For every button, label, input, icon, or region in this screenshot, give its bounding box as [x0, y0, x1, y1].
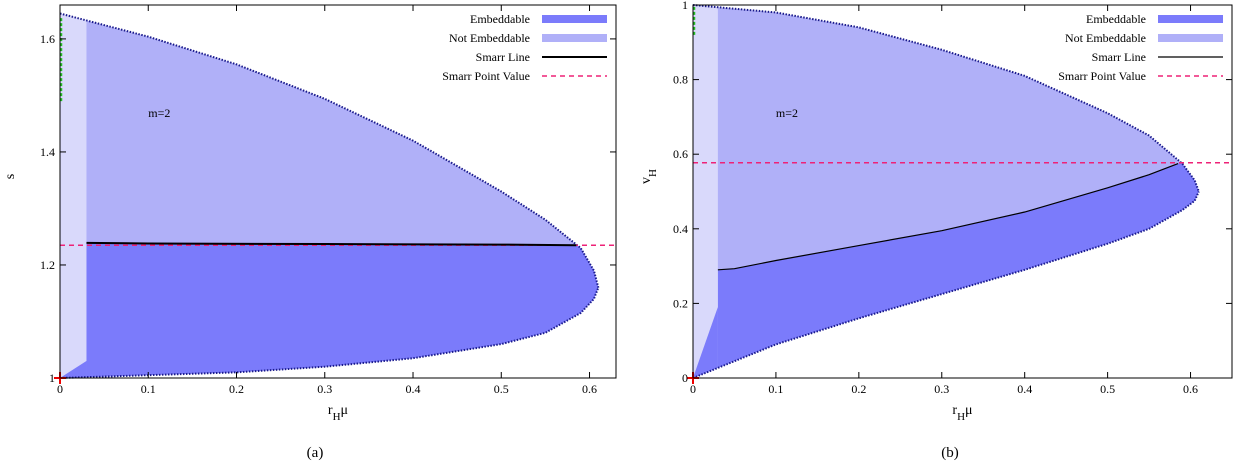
x-tick-label: 0.3 [934, 382, 949, 396]
y-axis-label: s [3, 174, 18, 179]
legend-swatch-not-embeddable [542, 34, 607, 42]
legend-label: Embeddable [1086, 12, 1146, 26]
upper-boundary-line [59, 12, 600, 288]
legend-label: Not Embeddable [1065, 31, 1146, 45]
y-tick-label: 0.6 [673, 147, 688, 161]
lower-boundary-line [692, 191, 1200, 379]
non-embeddable-band [60, 13, 87, 379]
x-tick-label: 0.4 [406, 382, 421, 396]
plot-frame [692, 4, 1233, 379]
x-tick-label: 0.2 [851, 382, 866, 396]
embeddable-wedge [60, 361, 87, 378]
chart-panel-b: 0 0.1 0.2 0.3 0.4 0.5 0.6 0 0.2 0.4 0.6 0.8 1 rHμ vH m=… [639, 0, 1233, 461]
annotation-m: m=2 [776, 106, 798, 120]
y-tick-label: 1.4 [40, 145, 55, 159]
x-tick-label: 0.3 [317, 382, 332, 396]
x-tick-label: 0.6 [1183, 382, 1198, 396]
figure-caption: (a) [307, 445, 324, 461]
x-tick-label: 0.6 [582, 382, 597, 396]
legend-swatch-not-embeddable [1158, 34, 1223, 42]
smarr-line [717, 162, 1179, 271]
x-tick-label: 0 [690, 382, 696, 396]
x-tick-label: 0.4 [1017, 382, 1032, 396]
plot-frame [59, 4, 617, 379]
y-tick-label: 0.2 [673, 296, 688, 310]
x-tick-label: 0.2 [229, 382, 244, 396]
embeddable-wedge [693, 307, 718, 378]
upper-boundary-line [692, 4, 1200, 192]
x-axis-label: rHμ [328, 403, 348, 423]
x-tick-label: 0.1 [768, 382, 783, 396]
lower-boundary-line [59, 287, 600, 379]
embeddable-region [86, 242, 599, 378]
non-embeddable-band [693, 5, 718, 378]
y-tick-label: 0 [682, 371, 688, 385]
legend-swatch-embeddable [542, 15, 607, 23]
x-axis-label: rHμ [952, 403, 972, 423]
x-tick-label: 0.5 [1100, 382, 1115, 396]
legend-label: Smarr Line [1092, 50, 1146, 64]
y-tick-label: 1.6 [40, 32, 55, 46]
y-tick-label: 0.8 [673, 73, 688, 87]
legend-label: Smarr Line [476, 50, 530, 64]
y-tick-label: 1.2 [40, 258, 55, 272]
legend-swatch-embeddable [1158, 15, 1223, 23]
legend-label: Not Embeddable [449, 31, 530, 45]
x-tick-label: 0.5 [494, 382, 509, 396]
smarr-line [86, 241, 577, 247]
y-tick-label: 1 [682, 0, 688, 12]
figure-caption: (b) [941, 445, 959, 461]
x-tick-label: 0.1 [141, 382, 156, 396]
chart-panel-a: 0 0.1 0.2 0.3 0.4 0.5 0.6 1 1.2 1.4 1.6 rHμ s m=2 Embe… [3, 4, 617, 461]
legend-label: Embeddable [470, 12, 530, 26]
legend-label: Smarr Point Value [1058, 69, 1146, 83]
embeddable-region [717, 163, 1199, 368]
legend-label: Smarr Point Value [442, 69, 530, 83]
y-tick-label: 0.4 [673, 222, 688, 236]
y-axis-label: vH [639, 169, 659, 184]
y-tick-label: 1 [49, 371, 55, 385]
annotation-m: m=2 [148, 106, 170, 120]
x-tick-label: 0 [57, 382, 63, 396]
